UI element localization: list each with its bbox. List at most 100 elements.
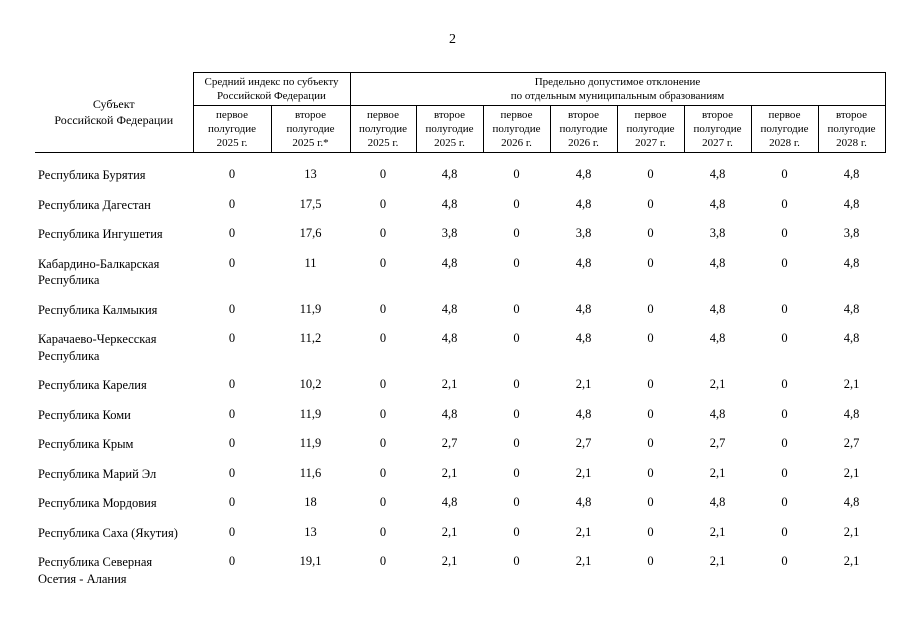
header-group-average-index: Средний индекс по субъекту Российской Фе… (192, 71, 351, 107)
value-cell: 4,8 (843, 301, 860, 316)
value-cell: 2,1 (575, 524, 592, 539)
region-name: Республика Мордовия (38, 496, 157, 511)
value-cell: 0 (228, 301, 236, 316)
value-cell: 2,7 (575, 436, 592, 451)
value-cell: 4,8 (575, 196, 592, 211)
value-cell: 17,5 (299, 196, 322, 211)
table-row: Республика Северная Осетия - Алания 0 19,1… (35, 547, 885, 593)
value-cell: 19,1 (299, 554, 322, 569)
value-cell: 4,8 (441, 167, 458, 182)
value-cell: 4,8 (441, 196, 458, 211)
value-cell: 4,8 (843, 196, 860, 211)
region-name: Карачаево-Черкесская Республика (38, 332, 157, 363)
value-cell: 0 (379, 524, 387, 539)
value-cell: 2,1 (575, 465, 592, 480)
table-body: Республика Бурятия 0 13 0 4,8 0 4,8 0 4,8 0 4,8 Рес… (35, 153, 885, 594)
value-cell: 0 (647, 524, 654, 539)
value-cell: 0 (228, 377, 236, 392)
value-cell: 11,6 (299, 465, 322, 480)
value-cell: 0 (647, 554, 654, 569)
value-cell: 4,8 (843, 255, 860, 270)
value-cell: 0 (513, 167, 520, 182)
value-cell: 0 (647, 255, 654, 270)
value-cell: 0 (228, 465, 236, 480)
value-cell: 0 (228, 255, 236, 270)
value-cell: 0 (379, 436, 387, 451)
value-cell: 0 (781, 226, 788, 241)
region-name: Республика Крым (38, 437, 134, 452)
region-name: Республика Ингушетия (38, 227, 163, 242)
value-cell: 11,9 (299, 436, 322, 451)
value-cell: 11 (304, 255, 317, 270)
table-row: Республика Мордовия 0 18 0 4,8 0 4,8 0 4,8 0 4,8 (35, 488, 885, 518)
region-name: Республика Бурятия (38, 168, 146, 183)
table-row: Республика Карелия 0 10,2 0 2,1 0 2,1 0 2,1 0 2,1 (35, 370, 885, 400)
table-row: Республика Марий Эл 0 11,6 0 2,1 0 2,1 0 2,1 0 2,1 (35, 459, 885, 489)
region-name: Республика Северная Осетия - Алания (38, 555, 153, 586)
value-cell: 0 (781, 436, 788, 451)
value-cell: 4,8 (709, 167, 726, 182)
value-cell: 4,8 (843, 406, 860, 421)
value-cell: 11,9 (299, 301, 322, 316)
value-cell: 4,8 (441, 331, 458, 346)
value-cell: 2,1 (441, 554, 458, 569)
value-cell: 4,8 (709, 406, 726, 421)
index-table: Субъект Российской Федерации Средний инд… (35, 71, 886, 594)
value-cell: 4,8 (441, 495, 458, 510)
value-cell: 4,8 (575, 331, 592, 346)
value-cell: 0 (647, 167, 654, 182)
value-cell: 2,1 (441, 524, 458, 539)
page-number: 2 (449, 32, 456, 47)
value-cell: 0 (513, 377, 520, 392)
value-cell: 2,1 (843, 524, 860, 539)
table-row: Карачаево-Черкесская Республика 0 11,2 0 4,8… (35, 324, 885, 370)
value-cell: 4,8 (575, 255, 592, 270)
value-cell: 4,8 (575, 495, 592, 510)
value-cell: 0 (379, 465, 387, 480)
value-cell: 0 (781, 524, 788, 539)
value-cell: 2,7 (709, 436, 726, 451)
value-cell: 0 (513, 436, 520, 451)
value-cell: 0 (379, 495, 387, 510)
value-cell: 2,1 (575, 554, 592, 569)
value-cell: 2,7 (843, 436, 860, 451)
value-cell: 0 (647, 495, 654, 510)
value-cell: 0 (781, 465, 788, 480)
value-cell: 0 (647, 377, 654, 392)
value-cell: 0 (379, 196, 387, 211)
value-cell: 4,8 (709, 495, 726, 510)
header-period-6: второе полугодие 2026 г. (549, 105, 618, 154)
value-cell: 0 (781, 196, 788, 211)
region-name: Республика Саха (Якутия) (38, 525, 178, 540)
value-cell: 0 (228, 495, 236, 510)
value-cell: 0 (781, 331, 788, 346)
header-group-max-deviation: Предельно допустимое отклонение по отдел… (349, 71, 886, 107)
value-cell: 4,8 (575, 167, 592, 182)
value-cell: 0 (647, 436, 654, 451)
value-cell: 2,7 (441, 436, 458, 451)
table-row: Республика Калмыкия 0 11,9 0 4,8 0 4,8 0 4,8 0 4,8 (35, 295, 885, 325)
value-cell: 4,8 (709, 255, 726, 270)
value-cell: 4,8 (843, 495, 860, 510)
value-cell: 4,8 (709, 196, 726, 211)
value-cell: 0 (513, 226, 520, 241)
header-period-4: второе полугодие 2025 г. (415, 105, 484, 154)
value-cell: 2,1 (441, 465, 458, 480)
table-row: Республика Ингушетия 0 17,6 0 3,8 0 3,8 0 3,8 0 3,… (35, 219, 885, 249)
value-cell: 3,8 (843, 226, 860, 241)
value-cell: 4,8 (441, 255, 458, 270)
value-cell: 0 (513, 554, 520, 569)
value-cell: 0 (781, 167, 788, 182)
table-row: Республика Бурятия 0 13 0 4,8 0 4,8 0 4,8 0 4,8 (35, 153, 885, 190)
header-period-5: первое полугодие 2026 г. (482, 105, 551, 154)
region-name: Республика Марий Эл (38, 466, 157, 481)
value-cell: 0 (781, 301, 788, 316)
value-cell: 13 (304, 167, 317, 182)
value-cell: 4,8 (709, 301, 726, 316)
value-cell: 0 (228, 554, 236, 569)
value-cell: 4,8 (843, 331, 860, 346)
value-cell: 0 (379, 226, 387, 241)
header-group-row: Субъект Российской Федерации Средний инд… (35, 71, 886, 154)
value-cell: 2,1 (709, 554, 726, 569)
